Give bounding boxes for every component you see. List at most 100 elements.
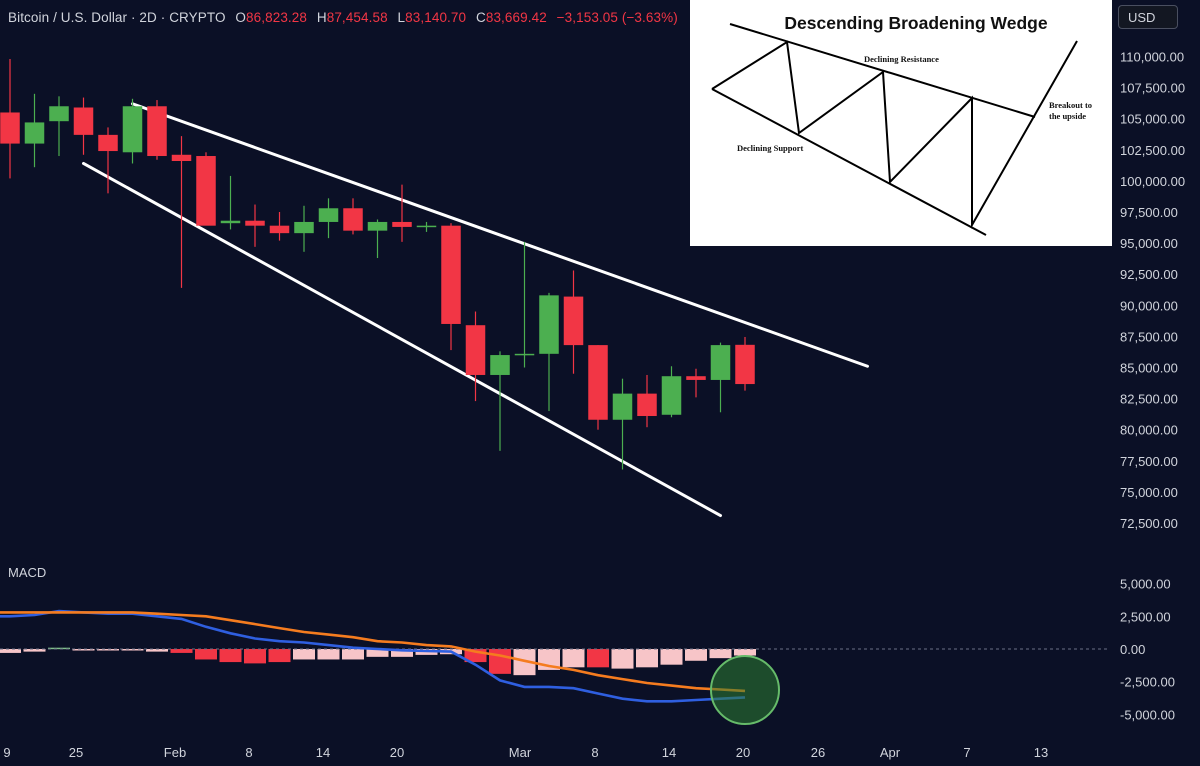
- low-value: 83,140.70: [405, 10, 467, 25]
- time-axis-label: Mar: [509, 745, 532, 760]
- macd-histogram-bar: [97, 649, 119, 651]
- diagram-breakout-label-line1: Breakout to: [1049, 100, 1093, 110]
- candle-body[interactable]: [49, 106, 69, 122]
- candle-body[interactable]: [73, 107, 94, 135]
- open-label: O: [235, 10, 247, 25]
- macd-axis-label: 2,500.00: [1120, 609, 1171, 624]
- diagram-title: Descending Broadening Wedge: [784, 13, 1048, 33]
- macd-histogram-bar: [23, 649, 46, 652]
- macd-histogram-bar: [146, 649, 168, 652]
- open-value: 86,823.28: [246, 10, 307, 25]
- time-axis-label: 20: [390, 745, 404, 760]
- macd-histogram-bar: [660, 649, 683, 665]
- macd-histogram-bar: [709, 649, 732, 659]
- candle-body[interactable]: [147, 106, 167, 157]
- symbol-title[interactable]: Bitcoin / U.S. Dollar · 2D · CRYPTO: [8, 10, 226, 25]
- candle-body[interactable]: [465, 325, 486, 375]
- macd-histogram-bar: [48, 647, 70, 650]
- candle-body[interactable]: [514, 353, 535, 356]
- time-axis-label: 26: [811, 745, 825, 760]
- macd-axis-label: -5,000.00: [1120, 707, 1175, 722]
- currency-selector-button[interactable]: USD: [1118, 5, 1178, 29]
- candle-body[interactable]: [171, 154, 192, 161]
- candle-body[interactable]: [343, 208, 363, 231]
- declining-support-line[interactable]: [82, 161, 722, 518]
- time-axis-label: 25: [69, 745, 83, 760]
- macd-histogram-bar: [244, 649, 266, 664]
- candle-body[interactable]: [24, 122, 45, 144]
- time-axis-label: 7: [963, 745, 970, 760]
- time-axis-label: 13: [1034, 745, 1048, 760]
- signal-line: [0, 611, 746, 693]
- candle-body[interactable]: [245, 220, 265, 226]
- candle-body[interactable]: [539, 295, 559, 354]
- macd-histogram-bar: [366, 649, 389, 657]
- macd-axis-label: 0.00: [1120, 642, 1145, 657]
- price-change: −3,153.05 (−3.63%): [556, 10, 678, 25]
- candle-body[interactable]: [220, 220, 241, 224]
- price-axis-label: 97,500.00: [1120, 205, 1178, 220]
- macd-histogram-bar: [489, 649, 511, 674]
- time-axis-label: 20: [736, 745, 750, 760]
- candle-body[interactable]: [490, 355, 510, 375]
- price-axis-label: 107,500.00: [1120, 81, 1185, 96]
- macd-histogram-bar: [391, 649, 413, 657]
- macd-histogram-bar: [219, 649, 242, 663]
- price-axis-label: 85,000.00: [1120, 361, 1178, 376]
- macd-histogram-bar: [611, 649, 634, 669]
- macd-histogram-bar: [293, 649, 315, 660]
- price-axis-label: 100,000.00: [1120, 174, 1185, 189]
- candle-body[interactable]: [294, 221, 314, 234]
- macd-histogram-bar: [0, 649, 21, 653]
- macd-histogram-bar: [170, 649, 193, 653]
- candle-body[interactable]: [196, 156, 216, 226]
- time-axis-label: 9: [3, 745, 10, 760]
- macd-histogram-bar: [342, 649, 364, 660]
- price-axis-label: 95,000.00: [1120, 236, 1178, 251]
- price-axis-label: 87,500.00: [1120, 329, 1178, 344]
- candle-body[interactable]: [661, 376, 682, 415]
- candle-body[interactable]: [0, 112, 20, 144]
- candle-body[interactable]: [269, 225, 290, 234]
- macd-indicator-label[interactable]: MACD: [8, 565, 47, 580]
- candle-body[interactable]: [416, 225, 437, 228]
- price-axis-label: 102,500.00: [1120, 143, 1185, 158]
- candle-body[interactable]: [122, 106, 143, 153]
- macd-histogram-bar: [685, 649, 707, 661]
- price-axis-label: 72,500.00: [1120, 516, 1178, 531]
- candle-body[interactable]: [686, 376, 706, 380]
- close-label: C: [475, 10, 486, 25]
- candle-body[interactable]: [367, 221, 388, 231]
- macd-histogram-bar: [268, 649, 291, 663]
- macd-histogram-bar: [317, 649, 340, 660]
- candle-body[interactable]: [392, 221, 412, 227]
- candle-body[interactable]: [612, 393, 633, 420]
- macd-histogram-bar: [195, 649, 217, 660]
- high-label: H: [316, 10, 327, 25]
- diagram-price-zigzag: [711, 40, 1078, 229]
- price-axis-label: 92,500.00: [1120, 267, 1178, 282]
- close-value: 83,669.42: [485, 10, 547, 25]
- time-axis-label: Apr: [880, 745, 901, 760]
- candle-body[interactable]: [98, 134, 118, 152]
- candle-body[interactable]: [735, 344, 755, 385]
- candle-body[interactable]: [441, 225, 461, 324]
- macd-axis-label: -2,500.00: [1120, 675, 1175, 690]
- symbol-legend: Bitcoin / U.S. Dollar · 2D · CRYPTO O86,…: [8, 10, 684, 25]
- candle-body[interactable]: [588, 345, 608, 420]
- time-axis-label: 8: [245, 745, 252, 760]
- macd-histogram-bar: [562, 649, 585, 668]
- diagram-breakout-label-line2: the upside: [1049, 111, 1087, 121]
- candle-body[interactable]: [563, 296, 584, 346]
- time-axis-label: 14: [316, 745, 330, 760]
- candle-body[interactable]: [318, 208, 339, 222]
- macd-histogram-bar: [72, 649, 95, 651]
- declining-resistance-line[interactable]: [131, 102, 869, 368]
- candle-body[interactable]: [637, 393, 657, 417]
- candle-body[interactable]: [710, 345, 731, 380]
- diagram-support-line: [711, 88, 987, 236]
- time-axis-label: 14: [662, 745, 676, 760]
- diagram-support-label: Declining Support: [737, 143, 804, 153]
- macd-histogram-bar: [121, 649, 144, 651]
